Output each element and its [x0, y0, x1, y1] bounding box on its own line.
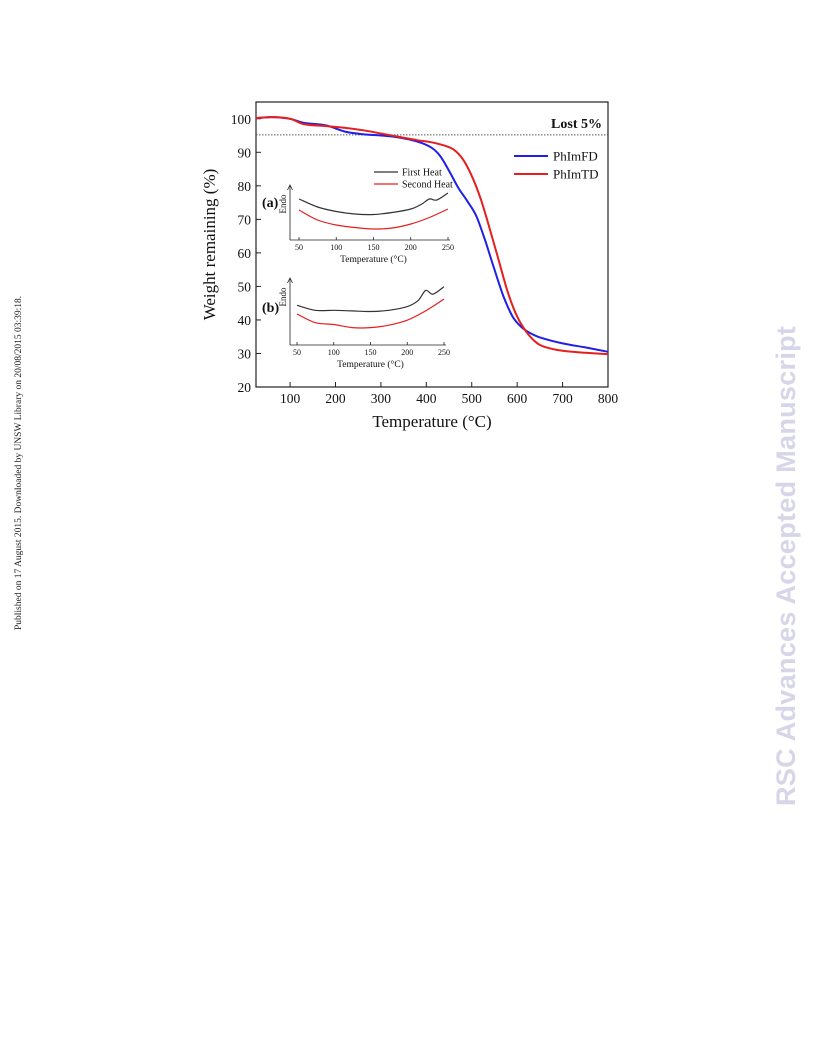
x-tick-label: 300 [371, 391, 392, 406]
y-axis-label: Weight remaining (%) [200, 169, 219, 321]
inset-x-tick-label: 100 [328, 348, 340, 357]
plot-frame [255, 101, 609, 388]
inset-series-second-heat [298, 208, 449, 230]
endo-arrow-icon [287, 277, 293, 284]
inset-legend-label: Second Heat [402, 180, 453, 191]
inset-a: 50 100 150 200 250 Temperature (°C) Endo(a) Fir… [262, 168, 454, 266]
inset-y-axis-label: Endo [278, 287, 288, 306]
x-tick-label: 700 [552, 391, 573, 406]
inset-x-tick-label: 200 [401, 348, 413, 357]
lost-5-percent-label: Lost 5% [551, 117, 602, 132]
x-axis-label: Temperature (°C) [372, 412, 491, 431]
y-tick-label: 80 [238, 179, 252, 194]
inset-x-axis-label: Temperature (°C) [340, 254, 407, 265]
inset-x-tick-label: 50 [295, 243, 303, 252]
inset-panel-label: (a) [262, 196, 279, 211]
inset-series-first-heat [298, 192, 449, 216]
inset-x-tick-label: 200 [405, 243, 417, 252]
legend-label-phimtd: PhImTD [553, 167, 599, 182]
inset-x-tick-label: 250 [442, 243, 454, 252]
y-tick-label: 20 [238, 380, 252, 395]
y-tick-label: 30 [238, 346, 252, 361]
y-tick-label: 60 [238, 246, 252, 261]
inset-x-tick-label: 150 [368, 243, 380, 252]
inset-legend-label: First Heat [402, 168, 442, 179]
legend-label-phimfd: PhImFD [553, 149, 598, 164]
x-tick-label: 600 [507, 391, 528, 406]
x-tick-label: 400 [416, 391, 437, 406]
inset-panel-label: (b) [262, 301, 279, 316]
y-tick-label: 90 [238, 145, 252, 160]
main-plot: 100 200 300 400 500 600 700 800 20 30 40 50 60 70 80 90… [200, 101, 619, 431]
y-tick-label: 50 [238, 279, 252, 294]
inset-series-first-heat [296, 286, 445, 313]
inset-y-axis-label: Endo [278, 194, 288, 213]
inset-x-tick-label: 50 [293, 348, 301, 357]
y-tick-label: 70 [238, 212, 252, 227]
inset-x-tick-label: 250 [438, 348, 450, 357]
inset-series-second-heat [296, 298, 445, 329]
endo-arrow-icon [287, 184, 293, 191]
y-tick-label: 40 [238, 313, 252, 328]
x-tick-label: 200 [325, 391, 346, 406]
inset-x-tick-label: 100 [330, 243, 342, 252]
x-tick-label: 800 [598, 391, 619, 406]
x-tick-label: 500 [462, 391, 483, 406]
inset-x-axis-label: Temperature (°C) [337, 359, 404, 370]
x-tick-label: 100 [280, 391, 301, 406]
inset-x-tick-label: 150 [365, 348, 377, 357]
inset-b: 50 100 150 200 250 Temperature (°C) Endo(b) [262, 277, 450, 370]
series-line-phimtd [255, 116, 609, 356]
y-tick-label: 100 [231, 112, 252, 127]
